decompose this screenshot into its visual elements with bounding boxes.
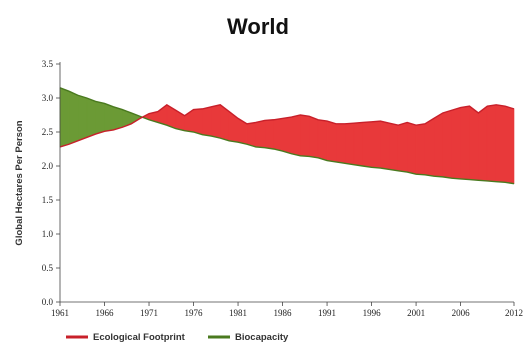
y-axis-label: Global Hectares Per Person: [14, 120, 25, 245]
area-segment: [451, 107, 461, 180]
ecological-footprint-line: [59, 103, 515, 148]
y-tick-label: 2.5: [42, 127, 54, 137]
legend: Ecological Footprint Biocapacity: [66, 332, 289, 343]
legend-label-ecological-footprint: Ecological Footprint: [93, 332, 186, 343]
area-segment: [202, 106, 212, 137]
area-segment: [113, 106, 123, 131]
chart-axes: 0.0 0.5 1.0 1.5 2.0 2.5 3.0 3.5 1961 1966 1971 1976…: [42, 59, 523, 318]
chart-areas: [59, 87, 515, 185]
chart-lines: [59, 87, 515, 185]
y-tick-label: 0.5: [42, 263, 54, 273]
area-segment: [264, 119, 274, 150]
area-segment: [246, 122, 257, 148]
y-tick-label: 1.5: [42, 195, 54, 205]
y-tick-label: 1.0: [42, 229, 54, 239]
area-segment: [282, 116, 292, 155]
area-segment: [433, 112, 444, 178]
area-segment: [273, 118, 283, 152]
y-tick-label: 0.0: [42, 297, 54, 307]
y-tick-label: 3.5: [42, 59, 54, 69]
area-segment: [495, 104, 506, 183]
area-segment: [371, 120, 381, 169]
area-segment: [380, 120, 390, 170]
area-segment: [415, 123, 426, 176]
x-tick-label: 2006: [452, 308, 471, 318]
area-segment: [77, 94, 88, 142]
area-segment: [389, 122, 399, 172]
area-segment: [308, 115, 319, 159]
area-segment: [228, 110, 239, 143]
x-tick-label: 1981: [229, 308, 247, 318]
area-segment: [353, 122, 363, 167]
area-segment: [211, 104, 221, 139]
area-segment: [397, 122, 408, 173]
x-tick-label: 2001: [407, 308, 425, 318]
biocapacity-line: [59, 87, 515, 185]
x-tick-label: 1976: [185, 308, 204, 318]
x-tick-label: 2012: [505, 308, 523, 318]
area-segment: [255, 120, 266, 148]
area-segment: [504, 105, 515, 185]
area-segment: [424, 117, 435, 177]
x-tick-label: 1991: [318, 308, 336, 318]
area-segment: [95, 101, 105, 135]
area-segment: [86, 97, 96, 138]
area-segment: [291, 114, 301, 157]
area-segment: [104, 103, 114, 132]
area-segment: [317, 119, 328, 161]
area-segment: [478, 105, 488, 182]
x-tick-label: 1996: [363, 308, 382, 318]
area-segment: [335, 123, 346, 164]
area-segment: [326, 120, 337, 163]
area-segment: [460, 105, 470, 180]
x-tick-label: 1966: [96, 308, 115, 318]
y-tick-label: 3.0: [42, 93, 54, 103]
area-segment: [469, 105, 479, 181]
area-segment: [486, 104, 497, 182]
area-segment: [59, 87, 70, 148]
x-tick-label: 1986: [274, 308, 293, 318]
area-segment: [344, 122, 355, 165]
area-segment: [442, 109, 452, 179]
x-tick-label: 1971: [140, 308, 158, 318]
area-segment: [193, 108, 203, 136]
y-tick-label: 2.0: [42, 161, 54, 171]
area-segment: [300, 114, 310, 157]
legend-label-biocapacity: Biocapacity: [235, 332, 289, 343]
area-segment: [406, 122, 417, 175]
area-segment: [362, 121, 372, 168]
chart-title: World: [227, 14, 289, 39]
area-segment: [68, 90, 79, 145]
x-tick-label: 1961: [51, 308, 69, 318]
